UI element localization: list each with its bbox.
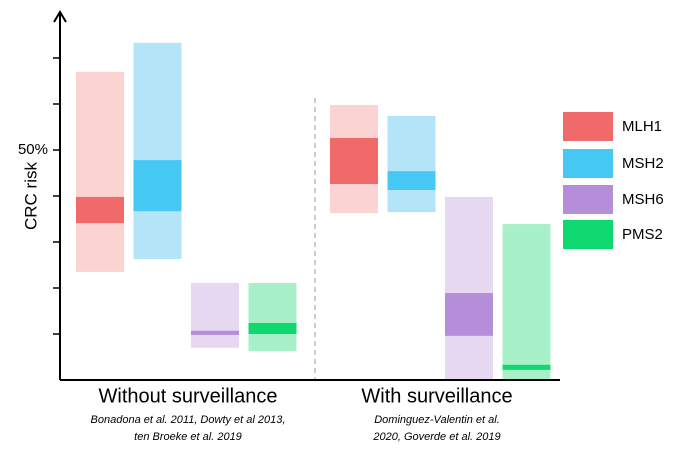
- range-bar: [133, 42, 182, 260]
- core-bar: [502, 364, 551, 370]
- legend-swatch: [563, 112, 613, 141]
- legend-label: MSH6: [622, 191, 664, 208]
- core-bar: [248, 322, 297, 334]
- legend-swatch: [563, 185, 613, 214]
- core-bar: [191, 330, 239, 335]
- core-bar: [76, 196, 124, 224]
- range-bar: [387, 115, 436, 213]
- group-label: Without surveillance: [99, 385, 278, 407]
- core-bar: [387, 171, 436, 191]
- y-tick-label: 50%: [18, 141, 48, 158]
- range-bar: [191, 282, 239, 348]
- y-axis-arrow: [53, 10, 67, 23]
- citation: Dominguez-Valentin et al.: [374, 414, 500, 426]
- range-bar: [248, 282, 297, 352]
- core-bar: [330, 138, 378, 185]
- citation: ten Broeke et al. 2019: [134, 431, 242, 443]
- legend-swatch: [563, 220, 613, 249]
- legend-label: PMS2: [622, 226, 663, 243]
- legend-swatch: [563, 149, 613, 178]
- legend-label: MLH1: [622, 118, 662, 135]
- group-label: With surveillance: [361, 385, 512, 407]
- y-axis-label: CRC risk: [21, 162, 40, 230]
- range-bar: [76, 71, 124, 272]
- range-bar: [502, 224, 551, 380]
- legend-label: MSH2: [622, 155, 664, 172]
- citation: Bonadona et al. 2011, Dowty et al 2013,: [91, 414, 286, 426]
- core-bar: [133, 160, 182, 212]
- core-bar: [445, 293, 493, 336]
- citation: 2020, Goverde et al. 2019: [372, 431, 500, 443]
- range-bar: [445, 196, 493, 380]
